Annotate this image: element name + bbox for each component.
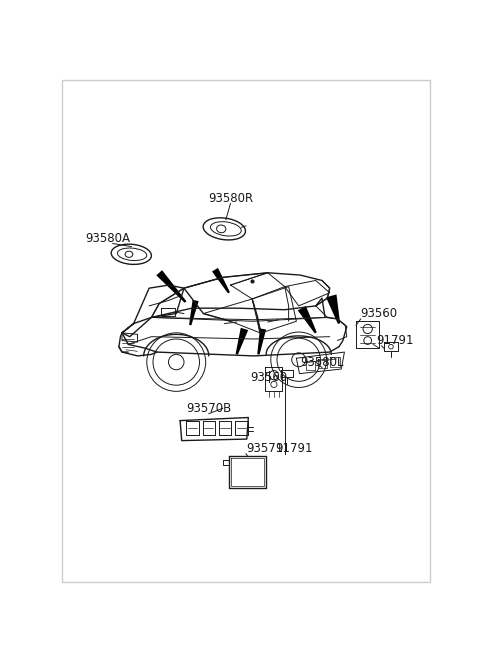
Text: 93560: 93560 [360, 307, 398, 320]
Text: 93560: 93560 [251, 371, 288, 384]
Text: 93570B: 93570B [186, 401, 231, 415]
Text: 93580R: 93580R [208, 192, 253, 205]
Polygon shape [156, 270, 186, 303]
Polygon shape [257, 329, 266, 355]
Text: 91791: 91791 [376, 334, 414, 347]
Text: 93571: 93571 [246, 442, 283, 455]
Polygon shape [298, 306, 317, 333]
Polygon shape [212, 268, 230, 293]
Polygon shape [326, 295, 340, 324]
Polygon shape [236, 328, 248, 355]
Text: 91791: 91791 [276, 442, 313, 455]
Text: 93580A: 93580A [85, 232, 131, 245]
Text: 93580L: 93580L [300, 356, 344, 369]
Polygon shape [189, 300, 199, 325]
